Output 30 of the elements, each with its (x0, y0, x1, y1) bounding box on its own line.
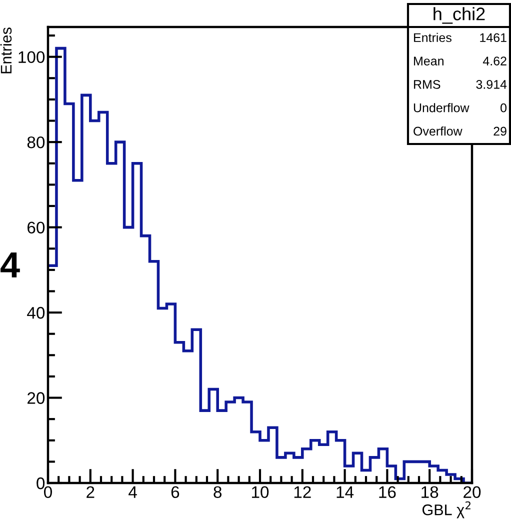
x-tick-label: 6 (171, 486, 180, 498)
annotation: Overflow (414, 126, 462, 136)
y-tick-label: 40 (27, 306, 45, 319)
text: 1461 (480, 33, 506, 42)
x-tick-label: 20 (464, 486, 481, 498)
text: 3.914 (476, 80, 507, 89)
x-tick-label: 4 (128, 486, 137, 498)
annotation: Underflow (414, 103, 470, 112)
y-tick-label: 0 (36, 477, 45, 490)
x-tick-label: 14 (336, 486, 354, 498)
annotation: RMS (414, 80, 440, 89)
text: 29 (494, 126, 506, 136)
annotation: Mean (414, 56, 444, 66)
text: 4 (0, 252, 20, 278)
y-tick-label: 20 (28, 392, 45, 404)
annotation: Entries (414, 32, 452, 42)
text: h_chi2 (434, 7, 485, 24)
text: 0 (500, 103, 507, 112)
x-tick-label: 10 (252, 486, 269, 498)
x-tick-label: 16 (379, 486, 396, 498)
y-tick-label: 60 (28, 222, 45, 234)
x-tick-label: 2 (86, 486, 94, 498)
text: 4.62 (482, 56, 506, 66)
y-axis-title: Entries (0, 28, 12, 74)
x-tick-label: 8 (214, 486, 222, 498)
x-axis-title: GBL χ$^{2}$ (422, 501, 470, 518)
y-tick-label: 100 (18, 51, 45, 64)
x-tick-label: 18 (422, 486, 438, 498)
y-tick-label: 80 (27, 136, 45, 148)
x-tick-label: 12 (294, 486, 311, 498)
